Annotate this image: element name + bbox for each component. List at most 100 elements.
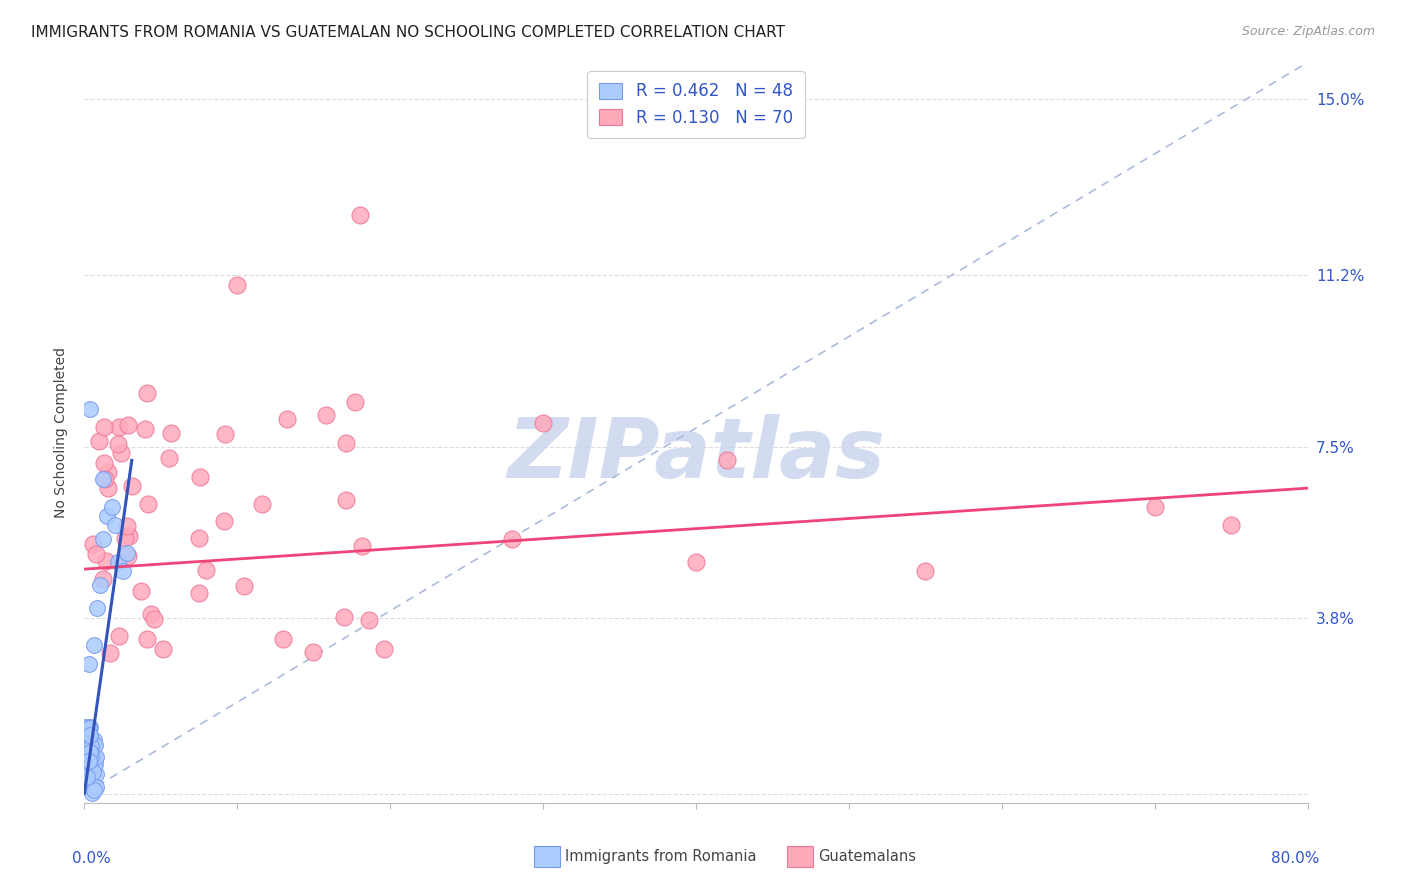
Point — [80, 755, 103, 769]
Point — [77, 735, 100, 749]
Point — [86, 767, 108, 781]
Point — [73, 757, 96, 772]
Point — [93, 419, 115, 434]
Point — [214, 427, 236, 442]
Point — [110, 445, 132, 459]
Point — [83, 757, 105, 772]
Point — [79, 746, 101, 760]
Point — [93, 456, 115, 470]
Point — [152, 641, 174, 656]
Point — [129, 583, 152, 598]
Point — [82, 737, 104, 751]
Point — [76, 737, 98, 751]
Point — [101, 500, 124, 514]
Point — [1220, 518, 1243, 533]
Point — [84, 757, 107, 772]
Point — [332, 609, 354, 624]
Legend: R = 0.462   N = 48, R = 0.130   N = 70: R = 0.462 N = 48, R = 0.130 N = 70 — [588, 70, 804, 138]
Point — [84, 738, 107, 752]
Point — [212, 514, 235, 528]
Point — [350, 539, 373, 553]
Point — [373, 641, 395, 656]
Point — [96, 554, 118, 568]
Point — [531, 417, 554, 431]
Point — [188, 586, 211, 600]
Point — [226, 277, 249, 292]
Point — [80, 787, 103, 801]
Point — [335, 436, 357, 450]
Point — [136, 386, 159, 401]
Point — [188, 470, 211, 484]
Point — [83, 733, 105, 747]
Point — [121, 479, 143, 493]
Point — [91, 532, 114, 546]
Point — [91, 472, 114, 486]
Point — [89, 578, 111, 592]
Point — [114, 531, 136, 545]
Point — [276, 412, 298, 426]
Point — [96, 508, 118, 523]
Point — [160, 425, 183, 440]
Point — [118, 529, 141, 543]
Point — [343, 395, 366, 409]
Point — [97, 465, 120, 479]
Point — [250, 498, 273, 512]
Point — [349, 208, 371, 222]
Point — [82, 765, 104, 780]
Point — [83, 782, 105, 797]
Point — [84, 547, 107, 561]
Point — [79, 720, 101, 734]
Point — [138, 497, 160, 511]
Point — [84, 750, 107, 764]
Point — [108, 419, 131, 434]
Point — [685, 555, 707, 569]
Point — [75, 774, 97, 789]
Text: 0.0%: 0.0% — [72, 851, 111, 866]
Point — [1143, 500, 1166, 514]
Point — [76, 756, 98, 771]
Point — [79, 755, 101, 769]
Point — [271, 632, 294, 646]
Text: Guatemalans: Guatemalans — [818, 849, 917, 863]
Point — [79, 742, 101, 756]
Point — [117, 549, 139, 563]
Point — [359, 614, 381, 628]
Point — [91, 572, 114, 586]
Text: Source: ZipAtlas.com: Source: ZipAtlas.com — [1241, 25, 1375, 38]
Point — [84, 780, 107, 794]
Point — [142, 612, 165, 626]
Point — [86, 601, 108, 615]
Point — [107, 555, 129, 569]
Point — [80, 750, 103, 764]
Point — [315, 409, 337, 423]
Point — [716, 453, 738, 467]
Point — [107, 628, 129, 642]
Point — [98, 646, 121, 660]
Text: ZIPatlas: ZIPatlas — [508, 414, 884, 495]
Point — [77, 657, 100, 671]
Text: Immigrants from Romania: Immigrants from Romania — [565, 849, 756, 863]
Point — [104, 518, 127, 533]
Point — [82, 537, 104, 551]
Point — [187, 531, 209, 545]
Point — [75, 720, 97, 734]
Point — [136, 632, 159, 647]
Text: 80.0%: 80.0% — [1271, 851, 1320, 866]
Point — [111, 565, 134, 579]
Y-axis label: No Schooling Completed: No Schooling Completed — [55, 347, 69, 518]
Point — [115, 519, 138, 533]
Point — [94, 472, 117, 486]
Point — [83, 639, 105, 653]
Point — [77, 721, 100, 735]
Point — [232, 579, 254, 593]
Point — [75, 740, 97, 755]
Point — [195, 563, 218, 577]
Point — [77, 723, 100, 738]
Point — [115, 546, 138, 560]
Point — [335, 492, 357, 507]
Point — [97, 481, 120, 495]
Point — [75, 728, 97, 742]
Point — [79, 762, 101, 776]
Point — [89, 434, 111, 448]
Point — [107, 436, 129, 450]
